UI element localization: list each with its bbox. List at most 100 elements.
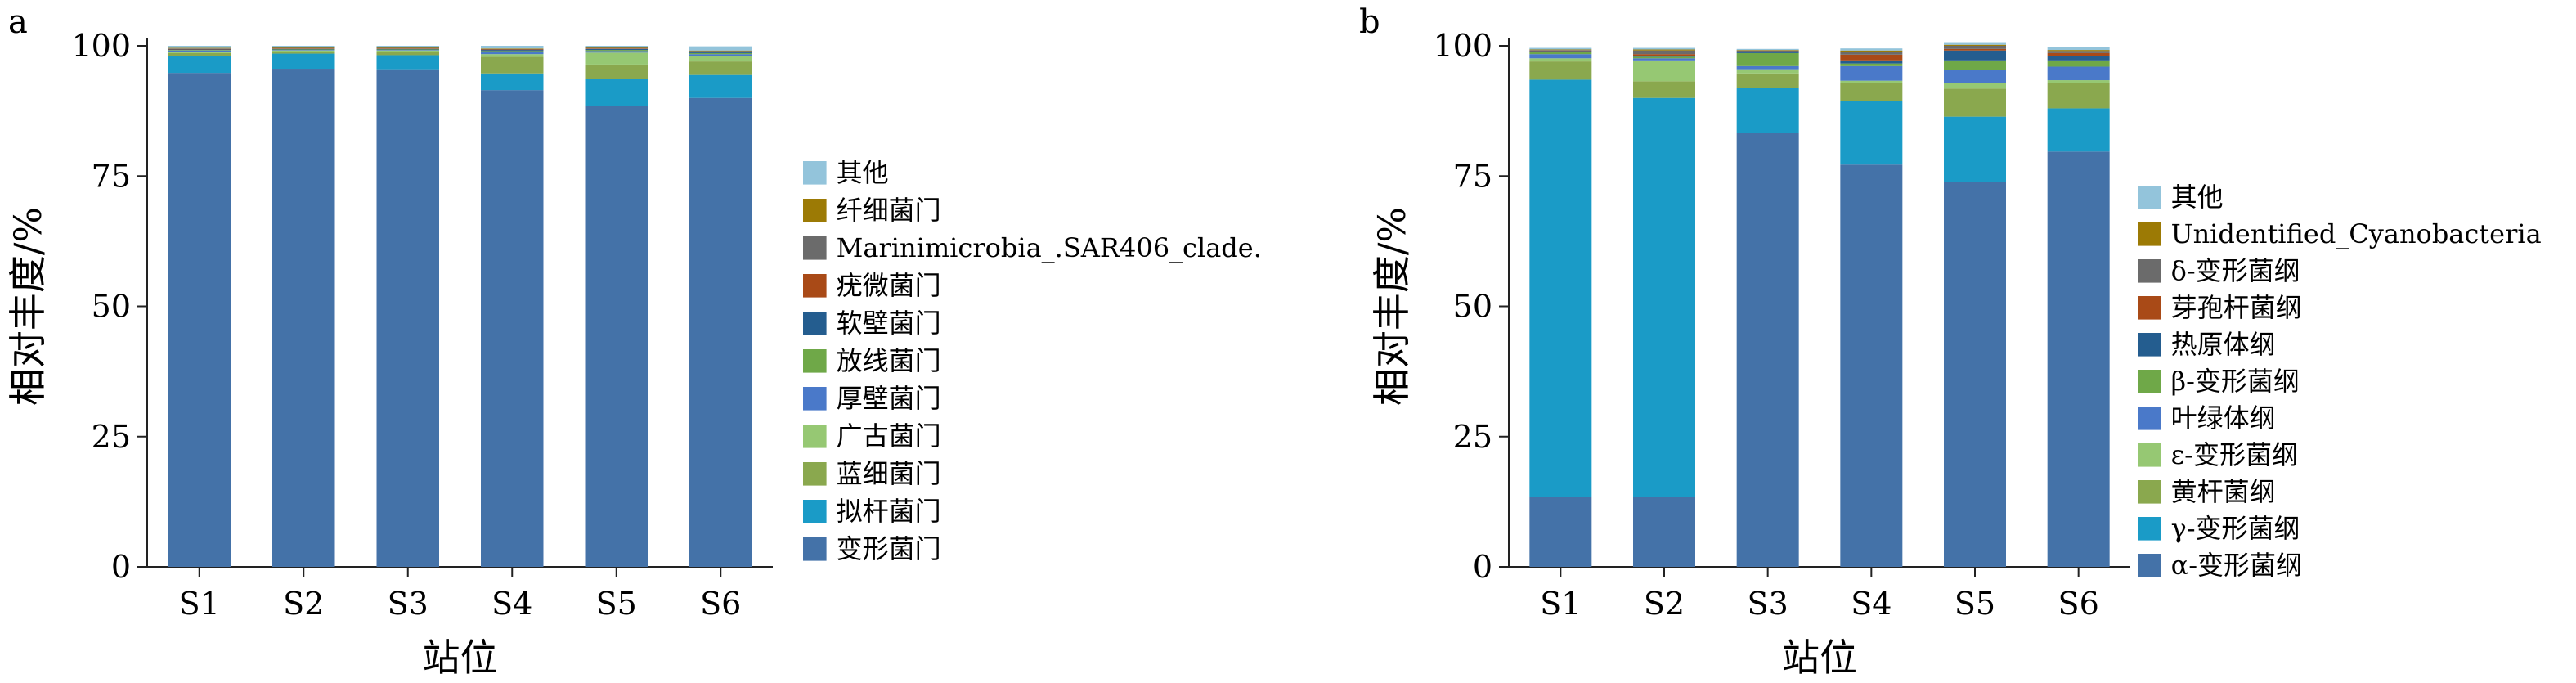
bar-segment bbox=[1529, 61, 1592, 80]
legend-swatch bbox=[803, 500, 827, 523]
legend-swatch bbox=[803, 199, 827, 222]
legend-swatch bbox=[2138, 333, 2161, 357]
bar-segment bbox=[2047, 56, 2110, 61]
bar-segment bbox=[1840, 63, 1903, 66]
bar-segment bbox=[272, 50, 335, 52]
x-tick-label: S5 bbox=[1954, 586, 1995, 622]
bar-segment bbox=[1529, 50, 1592, 52]
bar-segment bbox=[689, 50, 752, 52]
x-tick-label: S6 bbox=[2058, 586, 2099, 622]
bar-segment bbox=[168, 50, 231, 52]
bar-segment bbox=[481, 50, 544, 52]
x-axis-title: 站位 bbox=[1782, 636, 1857, 680]
bar-segment bbox=[689, 51, 752, 52]
bar-segment bbox=[1529, 47, 1592, 50]
legend-swatch bbox=[2138, 186, 2161, 209]
bar-segment bbox=[272, 48, 335, 49]
x-tick-label: S2 bbox=[1644, 586, 1685, 622]
legend-label: 疣微菌门 bbox=[837, 270, 941, 301]
legend-swatch bbox=[803, 462, 827, 486]
bar-segment bbox=[2047, 83, 2110, 109]
bar-segment bbox=[376, 52, 439, 56]
y-tick-label: 50 bbox=[92, 289, 131, 325]
x-tick-label: S1 bbox=[1540, 586, 1581, 622]
bar-segment bbox=[168, 73, 231, 567]
bar-segment bbox=[689, 56, 752, 62]
bar-segment bbox=[1944, 83, 2006, 89]
bar-segment bbox=[1944, 88, 2006, 117]
bar-segment bbox=[689, 52, 752, 53]
bar-segment bbox=[272, 69, 335, 567]
bar-segment bbox=[689, 52, 752, 55]
bar-segment bbox=[272, 46, 335, 47]
y-tick-label: 25 bbox=[92, 419, 131, 455]
y-tick-label: 25 bbox=[1453, 419, 1492, 455]
x-tick-label: S4 bbox=[491, 586, 532, 622]
bar-segment bbox=[1633, 60, 1695, 82]
bar-segment bbox=[1529, 49, 1592, 51]
legend-swatch bbox=[803, 274, 827, 298]
bar-segment bbox=[272, 52, 335, 54]
bar-segment bbox=[168, 49, 231, 51]
bar-segment bbox=[689, 46, 752, 51]
legend-label: 其他 bbox=[2171, 182, 2224, 213]
bar-segment bbox=[689, 97, 752, 567]
bar-segment bbox=[2047, 50, 2110, 52]
bar-segment bbox=[1736, 133, 1799, 567]
bar-segment bbox=[272, 53, 335, 70]
legend-label: γ-变形菌纲 bbox=[2171, 513, 2300, 544]
legend-label: 软壁菌门 bbox=[837, 308, 941, 339]
bar-segment bbox=[168, 52, 231, 53]
legend-label: 放线菌门 bbox=[837, 345, 941, 376]
bar-segment bbox=[2047, 60, 2110, 67]
legend-swatch bbox=[2138, 554, 2161, 577]
bar-segment bbox=[272, 49, 335, 51]
bar-segment bbox=[1736, 88, 1799, 133]
legend-swatch bbox=[2138, 296, 2161, 320]
bar-segment bbox=[1529, 497, 1592, 567]
panel-label: b bbox=[1359, 3, 1380, 41]
legend-swatch bbox=[803, 312, 827, 335]
bar-segment bbox=[272, 47, 335, 49]
bar-segment bbox=[1840, 50, 1903, 52]
legend-label: 叶绿体纲 bbox=[2171, 402, 2276, 434]
bar-segment bbox=[1944, 46, 2006, 49]
bar-segment bbox=[1529, 50, 1592, 51]
legend-label: 变形菌门 bbox=[837, 533, 941, 564]
bar-segment bbox=[1944, 48, 2006, 51]
bar-segment bbox=[1529, 54, 1592, 59]
panel-b: b 0 25 50 75 100 S1 S2 S3 S4 S5 S6 站位 相对丰度/% 其他 Unident… bbox=[1359, 3, 2542, 680]
x-tick-label: S4 bbox=[1851, 586, 1892, 622]
bar-segment bbox=[481, 56, 544, 74]
bar-segment bbox=[2047, 52, 2110, 56]
bar-segment bbox=[481, 46, 544, 49]
bar-segment bbox=[376, 47, 439, 48]
bar-segment bbox=[481, 48, 544, 49]
bar-segment bbox=[1633, 497, 1695, 567]
legend-label: β-变形菌纲 bbox=[2171, 366, 2300, 397]
bar-segment bbox=[585, 48, 648, 49]
bar-segment bbox=[585, 48, 648, 51]
legend-swatch bbox=[803, 537, 827, 561]
x-tick-label: S6 bbox=[700, 586, 741, 622]
bar-segment bbox=[272, 48, 335, 50]
bar-segment bbox=[1736, 50, 1799, 52]
bar-segment bbox=[481, 52, 544, 55]
bar-segment bbox=[1944, 60, 2006, 70]
bar-segment bbox=[376, 50, 439, 52]
bar-segment bbox=[585, 52, 648, 65]
legend-label: Marinimicrobia_.SAR406_clade. bbox=[837, 232, 1262, 263]
bar-segment bbox=[272, 47, 335, 48]
bar-segment bbox=[1633, 54, 1695, 56]
bar-segment bbox=[272, 50, 335, 51]
bar-segment bbox=[585, 51, 648, 53]
legend-label: 广古菌门 bbox=[837, 420, 941, 452]
bar-segment bbox=[1944, 182, 2006, 568]
bar-segment bbox=[1736, 65, 1799, 70]
bar-segment bbox=[1736, 69, 1799, 74]
legend-label: 拟杆菌门 bbox=[837, 496, 941, 527]
bar-segment bbox=[1840, 52, 1903, 55]
bar-segment bbox=[168, 46, 231, 48]
